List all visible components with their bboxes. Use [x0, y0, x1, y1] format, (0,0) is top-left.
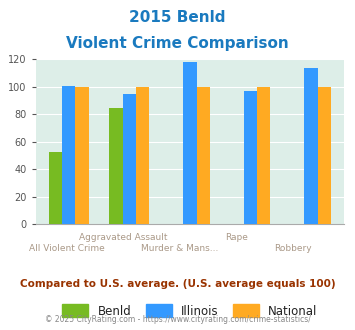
- Bar: [244, 91, 257, 224]
- Bar: [318, 87, 331, 224]
- Bar: [257, 87, 271, 224]
- Bar: [304, 68, 318, 224]
- Bar: [123, 94, 136, 224]
- Legend: Benld, Illinois, National: Benld, Illinois, National: [58, 300, 322, 322]
- Bar: [183, 62, 197, 224]
- Text: Aggravated Assault: Aggravated Assault: [79, 233, 168, 242]
- Text: Robbery: Robbery: [274, 244, 312, 252]
- Text: All Violent Crime: All Violent Crime: [29, 244, 104, 252]
- Text: 2015 Benld: 2015 Benld: [129, 10, 226, 25]
- Text: Rape: Rape: [225, 233, 248, 242]
- Text: © 2025 CityRating.com - https://www.cityrating.com/crime-statistics/: © 2025 CityRating.com - https://www.city…: [45, 315, 310, 324]
- Bar: [197, 87, 210, 224]
- Bar: [62, 85, 76, 224]
- Text: Murder & Mans...: Murder & Mans...: [141, 244, 219, 252]
- Bar: [76, 87, 89, 224]
- Bar: [109, 108, 123, 224]
- Bar: [136, 87, 149, 224]
- Text: Violent Crime Comparison: Violent Crime Comparison: [66, 36, 289, 51]
- Bar: [49, 151, 62, 224]
- Text: Compared to U.S. average. (U.S. average equals 100): Compared to U.S. average. (U.S. average …: [20, 279, 335, 289]
